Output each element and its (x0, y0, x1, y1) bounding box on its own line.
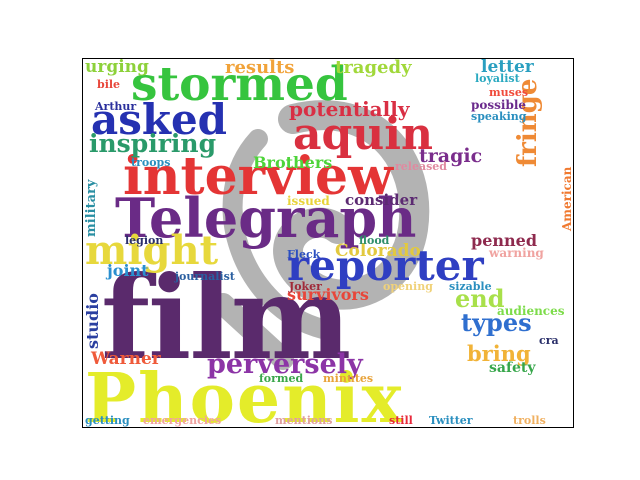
word-inspiring: inspiring (89, 129, 217, 158)
word-aquin: aquin (293, 109, 433, 160)
word-cloud: Phoenix film Telegraph interview stormed… (82, 58, 574, 428)
word-types: types (461, 308, 532, 337)
word-issued: issued (287, 194, 330, 208)
word-warner: Warner (91, 349, 161, 369)
word-still: still (389, 414, 413, 427)
word-phoenix: Phoenix (85, 359, 405, 428)
word-colorado: Colorado (335, 241, 421, 261)
word-speaking: speaking (471, 110, 527, 123)
word-bring: bring (467, 341, 531, 366)
word-loyalist: loyalist (475, 72, 520, 85)
word-released: released (395, 160, 447, 173)
word-trolls: trolls (513, 414, 546, 427)
word-potentially: potentially (289, 97, 410, 121)
word-bile: bile (97, 78, 121, 91)
word-asked: asked (91, 95, 228, 144)
word-sizable: sizable (449, 280, 492, 293)
word-muses: muses (489, 86, 529, 99)
word-might: might (85, 227, 219, 274)
word-consider: consider (345, 191, 418, 209)
word-letter: letter (481, 58, 534, 77)
word-end: end (455, 284, 505, 313)
word-formed: formed (259, 372, 304, 385)
word-interview: interview (123, 146, 393, 207)
word-arthur: Arthur (95, 100, 137, 113)
word-urging: urging (85, 58, 149, 77)
word-tragedy: tragedy (335, 58, 412, 78)
word-perversely: perversely (207, 349, 363, 380)
word-warning: warning (489, 246, 544, 260)
word-tragic: tragic (419, 145, 483, 167)
word-joint: joint (107, 261, 149, 280)
word-military: military (84, 179, 99, 237)
word-troops: troops (131, 156, 171, 169)
word-possible: possible (471, 98, 527, 112)
word-legion: legion (125, 234, 164, 247)
word-film: film (101, 251, 351, 385)
word-safety: safety (489, 360, 536, 376)
word-audiences: audiences (497, 304, 565, 318)
word-fleck: Fleck (287, 248, 321, 261)
word-cra: cra (539, 334, 559, 347)
word-opening: opening (383, 280, 433, 293)
word-studio: studio (83, 293, 102, 349)
word-survivors: survivors (287, 285, 369, 304)
word-results: results (225, 58, 295, 78)
word-minutes: minutes (323, 372, 374, 385)
word-penned: penned (471, 231, 537, 250)
word-journalist: journalist (175, 270, 235, 283)
word-stormed: stormed (131, 58, 348, 112)
word-getting: getting (85, 414, 130, 427)
film-reel-watermark (212, 100, 430, 370)
word-telegraph: Telegraph (115, 186, 417, 250)
word-mentions: mentions (275, 414, 333, 427)
word-reporter: reporter (287, 241, 484, 290)
word-flood: flood (359, 234, 390, 247)
word-twitter: Twitter (429, 414, 473, 427)
word-brothers: Brothers (253, 153, 333, 172)
word-joker: Joker (289, 280, 322, 293)
word-emergencies: emergencies (143, 414, 222, 427)
word-american: American (560, 166, 574, 231)
